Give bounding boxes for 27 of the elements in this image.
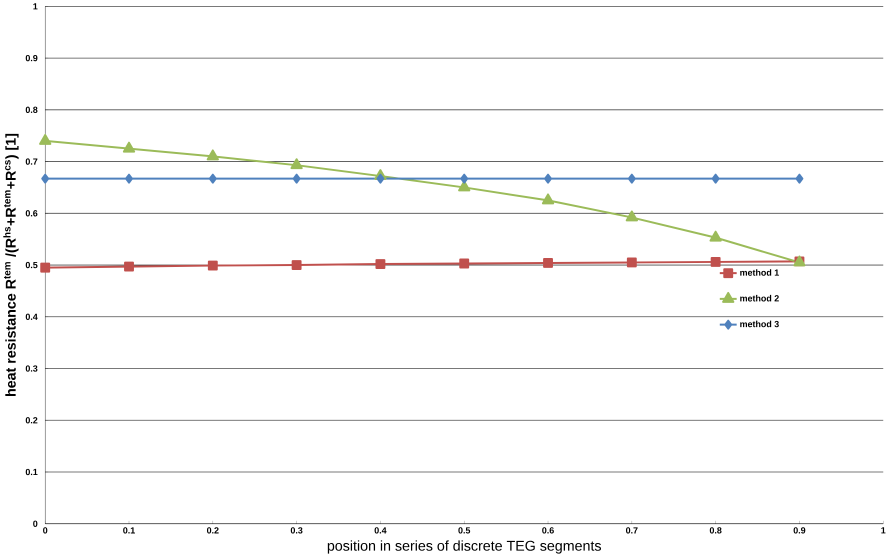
legend-label: method 1: [740, 269, 779, 276]
y-tick-label: 0.9: [26, 54, 38, 62]
y-tick-label: 0: [33, 520, 38, 527]
x-tick-label: 0.2: [206, 527, 219, 534]
x-axis-title: position in series of discrete TEG segments: [328, 540, 602, 554]
x-tick-label: 0.5: [458, 527, 470, 534]
x-tick-label: 0: [43, 527, 48, 534]
text: heat resistance R$^{tem}$ /(R$^{hs}$+R$^{tem}$+R$^{cs}$) [1]: [3, 134, 19, 396]
x-tick-label: 1: [881, 527, 886, 534]
x-tick-label: 0.3: [290, 527, 302, 534]
x-tick-label: 0.8: [710, 527, 722, 534]
y-tick-label: 0.4: [26, 314, 38, 320]
y-tick-label: 0.7: [26, 158, 38, 165]
y-tick-label: 0.2: [26, 417, 38, 424]
y-tick-label: 1: [33, 3, 38, 10]
x-tick-label: 0.9: [794, 527, 806, 534]
y-tick-label: 0.8: [26, 106, 38, 114]
y-tick-label: 0.5: [26, 262, 38, 268]
y-tick-label: 0.1: [26, 468, 38, 476]
legend-label: method 3: [740, 320, 779, 328]
x-tick-label: 0.7: [626, 527, 638, 534]
x-tick-label: 0.1: [123, 527, 135, 534]
x-tick-label: 0.6: [542, 527, 554, 534]
y-tick-label: 0.6: [26, 210, 38, 217]
legend-label: method 2: [740, 294, 779, 302]
x-tick-label: 0.4: [374, 527, 387, 534]
y-tick-label: 0.3: [26, 365, 38, 372]
